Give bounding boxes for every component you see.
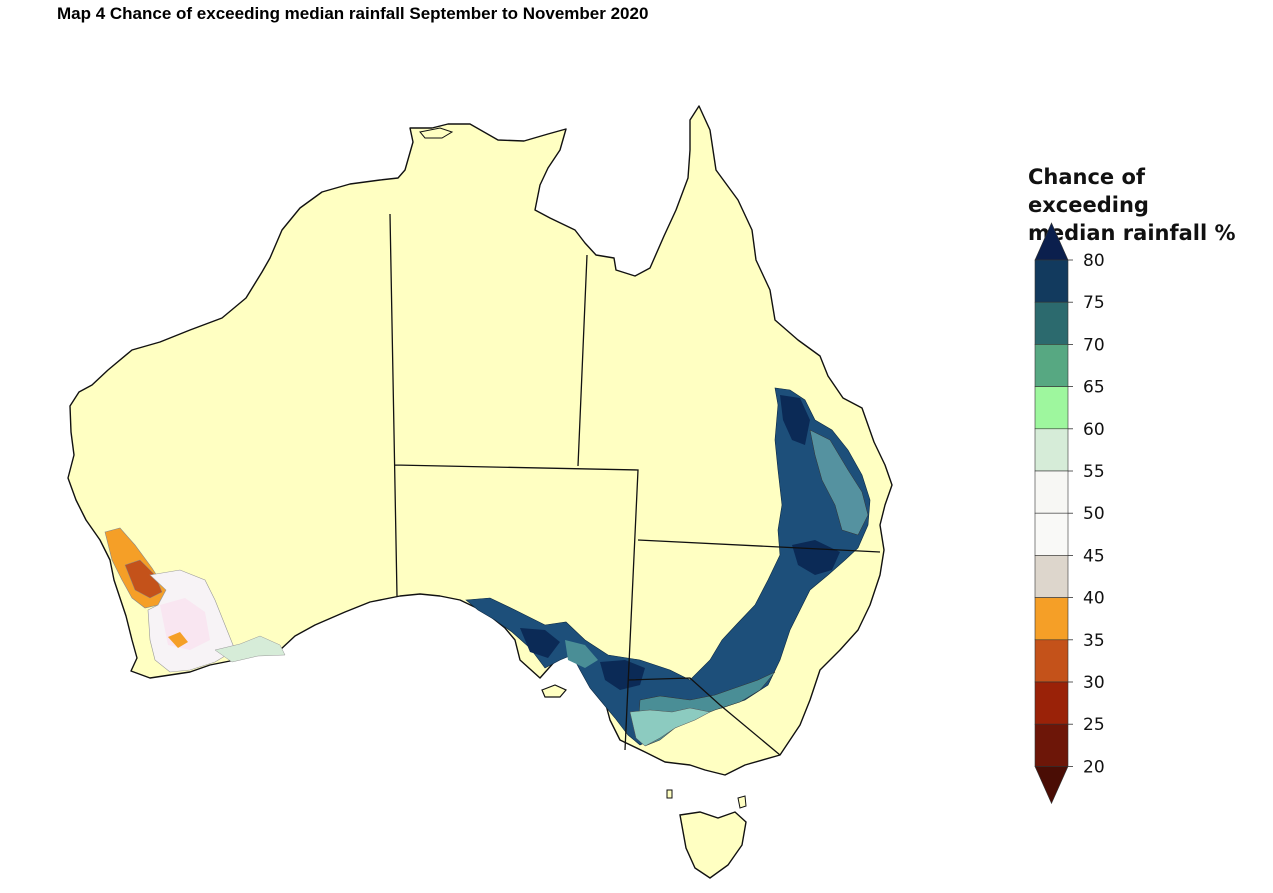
colorbar-tick-label: 20 (1083, 757, 1105, 777)
colorbar-legend: 80 75 70 65 60 55 50 45 40 35 30 25 20 (1034, 222, 1105, 805)
colorbar-tick-label: 50 (1083, 504, 1105, 524)
east-green-teal-zone (629, 707, 711, 747)
colorbar-tick-label: 55 (1083, 462, 1105, 482)
legend-title-line1: Chance of exceeding (1028, 165, 1149, 217)
qld-teal-zone (809, 429, 869, 536)
colorbar-ticks: 80 75 70 65 60 55 50 45 40 35 30 25 20 (1068, 251, 1105, 777)
colorbar-bin (1034, 301, 1069, 345)
sa-navy-zone (520, 628, 560, 658)
qld-navy-zone (780, 395, 810, 445)
state-borders (389, 213, 881, 756)
colorbar-bin (1034, 597, 1069, 641)
colorbar-bin (1034, 259, 1069, 303)
wa-green-coast (214, 635, 286, 663)
legend-title: Chance of exceeding median rainfall % (1028, 163, 1268, 247)
colorbar-tick-label: 75 (1083, 293, 1105, 313)
mainland-australia (67, 105, 893, 776)
colorbar-tick-label: 30 (1083, 673, 1105, 693)
legend-title-line2: median rainfall % (1028, 221, 1236, 245)
colorbar-tick-label: 65 (1083, 378, 1105, 398)
tasmania (679, 811, 747, 879)
colorbar-bin (1034, 512, 1069, 556)
colorbar-tick-label: 40 (1083, 589, 1105, 609)
colorbar-bin (1034, 222, 1069, 261)
colorbar-bin (1034, 555, 1069, 598)
colorbar-bin (1034, 344, 1069, 387)
australia-map (67, 105, 893, 879)
colorbar-tick-label: 35 (1083, 631, 1105, 651)
colorbar-bin (1034, 723, 1069, 767)
colorbar-tick-label: 45 (1083, 546, 1105, 566)
colorbar-bin (1034, 386, 1069, 430)
page-title: Map 4 Chance of exceeding median rainfal… (57, 4, 649, 23)
colorbar-bin (1034, 681, 1069, 725)
colorbar-bins (1034, 222, 1069, 805)
wa-small-orange (168, 632, 188, 648)
sa-teal-spot (565, 640, 598, 668)
colorbar-tick-label: 80 (1083, 251, 1105, 271)
tiwi-islands (419, 127, 454, 139)
colorbar-bin (1034, 470, 1069, 514)
colorbar-bin (1034, 639, 1069, 683)
kangaroo-island (541, 684, 567, 698)
colorbar-tick-label: 70 (1083, 335, 1105, 355)
colorbar-bin (1034, 766, 1069, 805)
east-blue-zone (465, 387, 871, 746)
wa-dark-orange-zone (124, 559, 163, 599)
colorbar-tick-label: 25 (1083, 715, 1105, 735)
vic-navy-zone (600, 660, 645, 690)
colorbar-bin (1034, 428, 1069, 472)
bass-strait-islands (666, 789, 747, 809)
colorbar-tick-label: 60 (1083, 420, 1105, 440)
